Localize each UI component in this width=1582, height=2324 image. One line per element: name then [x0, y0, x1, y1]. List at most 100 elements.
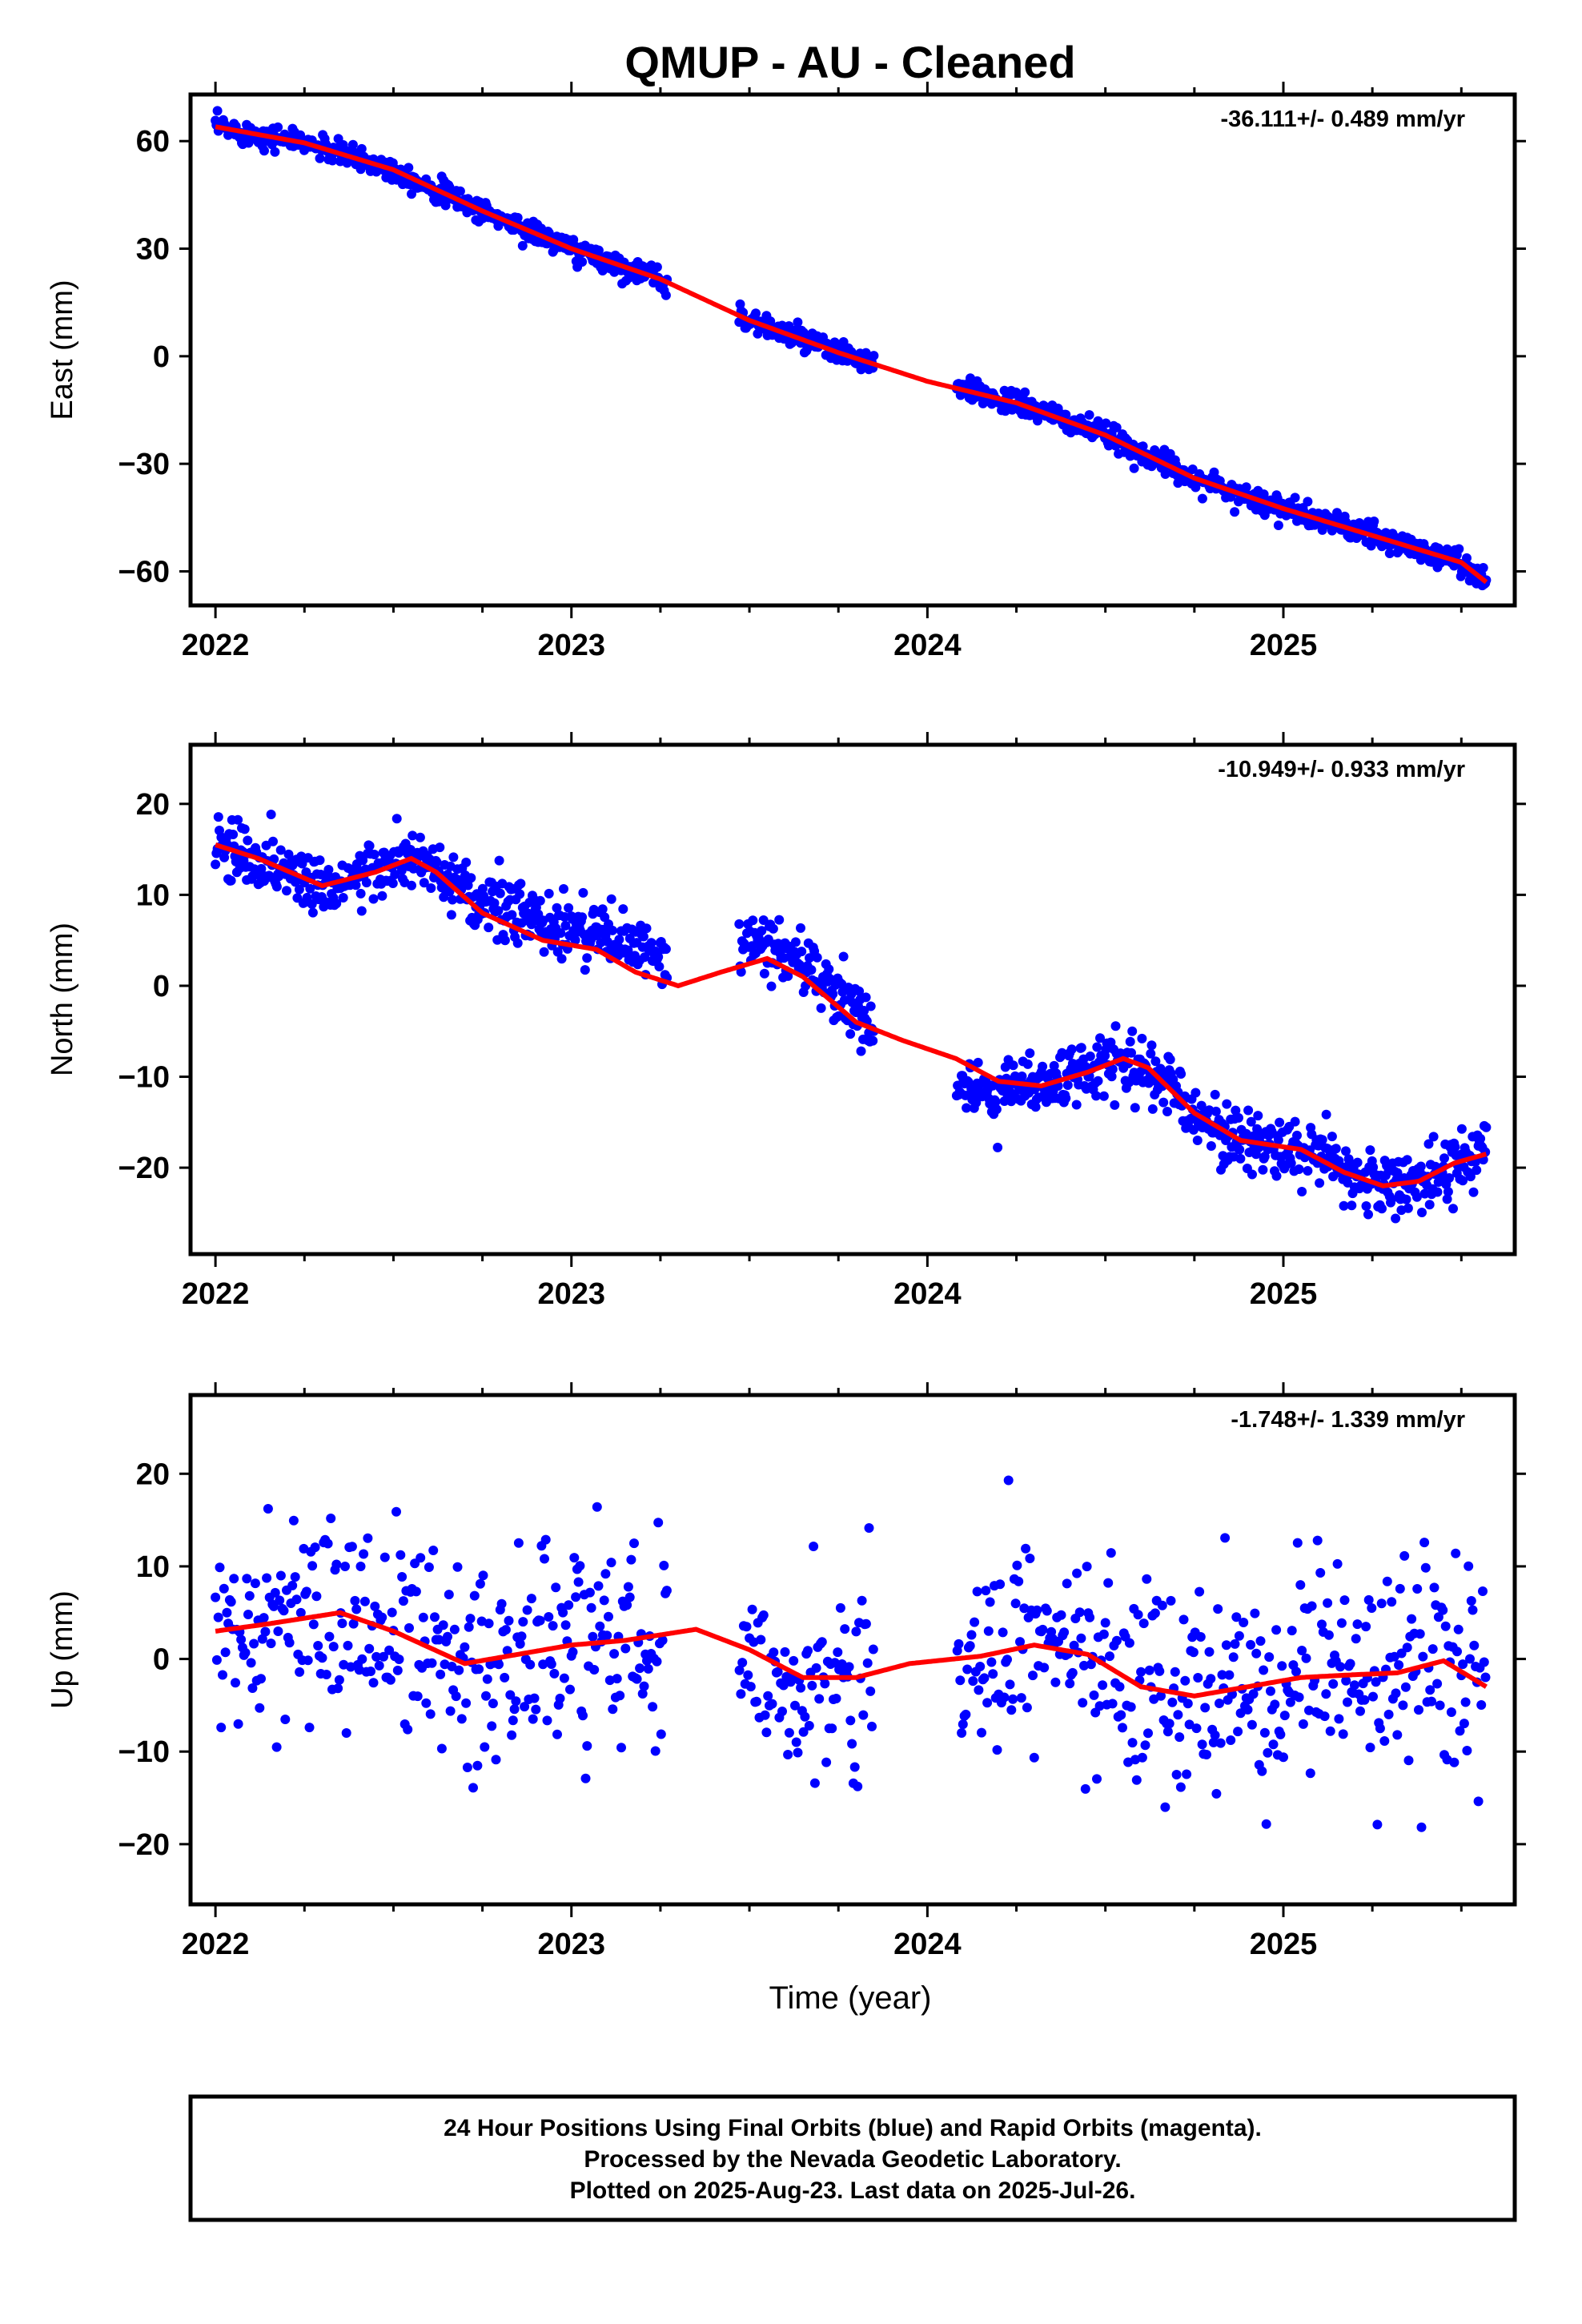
north-data-point [507, 910, 517, 920]
north-data-point [597, 904, 608, 915]
north-data-point [1150, 1056, 1161, 1067]
up-data-point [452, 1562, 463, 1572]
up-data-point [1301, 1653, 1311, 1663]
north-data-point [1273, 1135, 1283, 1145]
up-data-point [525, 1659, 536, 1670]
north-data-point [1235, 1153, 1246, 1164]
up-data-point [1341, 1675, 1351, 1686]
north-data-point [1442, 1194, 1452, 1204]
up-data-point [443, 1631, 452, 1642]
up-data-point [1038, 1624, 1048, 1634]
north-data-point [1331, 1144, 1341, 1154]
north-data-point [1465, 1172, 1476, 1182]
north-data-point [1231, 1105, 1241, 1116]
up-data-point [1335, 1662, 1346, 1672]
north-data-point [228, 830, 239, 839]
north-data-point [477, 883, 488, 894]
up-data-point [411, 1586, 421, 1597]
up-data-point [586, 1602, 596, 1613]
up-data-point [840, 1624, 850, 1634]
north-data-point [515, 889, 525, 899]
up-data-point [763, 1691, 773, 1701]
up-data-point [243, 1610, 253, 1619]
north-data-point [1155, 1063, 1166, 1074]
up-data-point [529, 1693, 540, 1703]
north-data-point [1235, 1144, 1245, 1155]
up-data-point [568, 1647, 578, 1657]
up-data-point [584, 1587, 595, 1598]
up-data-point [571, 1592, 581, 1602]
up-data-point [966, 1630, 977, 1640]
up-data-point [350, 1595, 360, 1606]
up-data-point [1460, 1697, 1471, 1707]
up-data-point [244, 1590, 255, 1601]
north-data-point [1146, 1040, 1157, 1051]
up-data-point [1131, 1775, 1142, 1785]
north-data-point [356, 906, 367, 916]
up-data-point [502, 1646, 512, 1656]
up-data-point [1414, 1705, 1423, 1715]
up-data-point [1478, 1586, 1488, 1596]
up-data-point [1233, 1727, 1243, 1737]
up-data-point [1270, 1699, 1280, 1710]
up-data-point [1287, 1626, 1297, 1636]
north-data-point [368, 894, 379, 904]
up-data-point [1338, 1729, 1348, 1739]
up-data-point [359, 1549, 369, 1559]
north-data-point [816, 1003, 826, 1013]
east-data-point [1462, 553, 1472, 563]
east-data-point [440, 200, 451, 211]
up-data-point [1042, 1606, 1052, 1616]
up-data-point [226, 1597, 236, 1607]
north-data-point [1211, 1106, 1221, 1116]
up-data-point [564, 1600, 574, 1610]
north-data-point [243, 835, 253, 846]
north-data-point [1110, 1021, 1121, 1031]
up-data-point [1142, 1574, 1152, 1584]
north-data-point [991, 1104, 1002, 1115]
up-data-point [769, 1647, 779, 1658]
up-data-point [745, 1682, 756, 1692]
up-data-point [569, 1553, 580, 1563]
up-data-point [756, 1634, 766, 1645]
north-data-point [305, 883, 315, 894]
east-y-tick-label: −60 [118, 555, 170, 589]
up-data-point [958, 1719, 968, 1730]
up-data-point [1279, 1752, 1288, 1763]
up-data-point [1312, 1535, 1323, 1546]
up-data-point [403, 1724, 413, 1735]
north-data-point [211, 859, 221, 870]
north-data-point [990, 1096, 1001, 1107]
east-data-point [273, 122, 283, 132]
east-data-point [1241, 482, 1251, 493]
up-data-point [310, 1542, 320, 1553]
up-rate-label: -1.748+/- 1.339 mm/yr [1231, 1407, 1465, 1433]
north-data-point [1125, 1036, 1135, 1047]
up-data-point [1118, 1723, 1127, 1733]
up-data-point [1259, 1665, 1269, 1675]
up-data-point [1459, 1719, 1469, 1729]
up-data-point [1025, 1554, 1035, 1563]
north-data-point [1327, 1132, 1337, 1142]
east-y-tick-label: 60 [136, 125, 170, 159]
up-data-point [1394, 1660, 1404, 1671]
north-data-point [653, 951, 664, 962]
north-data-point [435, 842, 445, 853]
up-data-point [1133, 1610, 1143, 1620]
up-data-point [295, 1667, 305, 1677]
up-data-point [626, 1554, 636, 1565]
up-data-point [269, 1601, 279, 1611]
up-data-point [643, 1663, 653, 1674]
up-data-point [421, 1698, 432, 1708]
up-data-point [326, 1514, 336, 1523]
up-data-point [1208, 1737, 1219, 1747]
up-data-point [629, 1538, 639, 1549]
north-data-point [1328, 1172, 1339, 1182]
up-data-point [341, 1728, 351, 1738]
up-data-point [1124, 1638, 1134, 1648]
north-data-point [391, 814, 402, 824]
north-data-point [580, 965, 590, 975]
north-data-point [1401, 1194, 1411, 1204]
north-data-point [535, 895, 545, 906]
up-data-point [418, 1612, 428, 1622]
